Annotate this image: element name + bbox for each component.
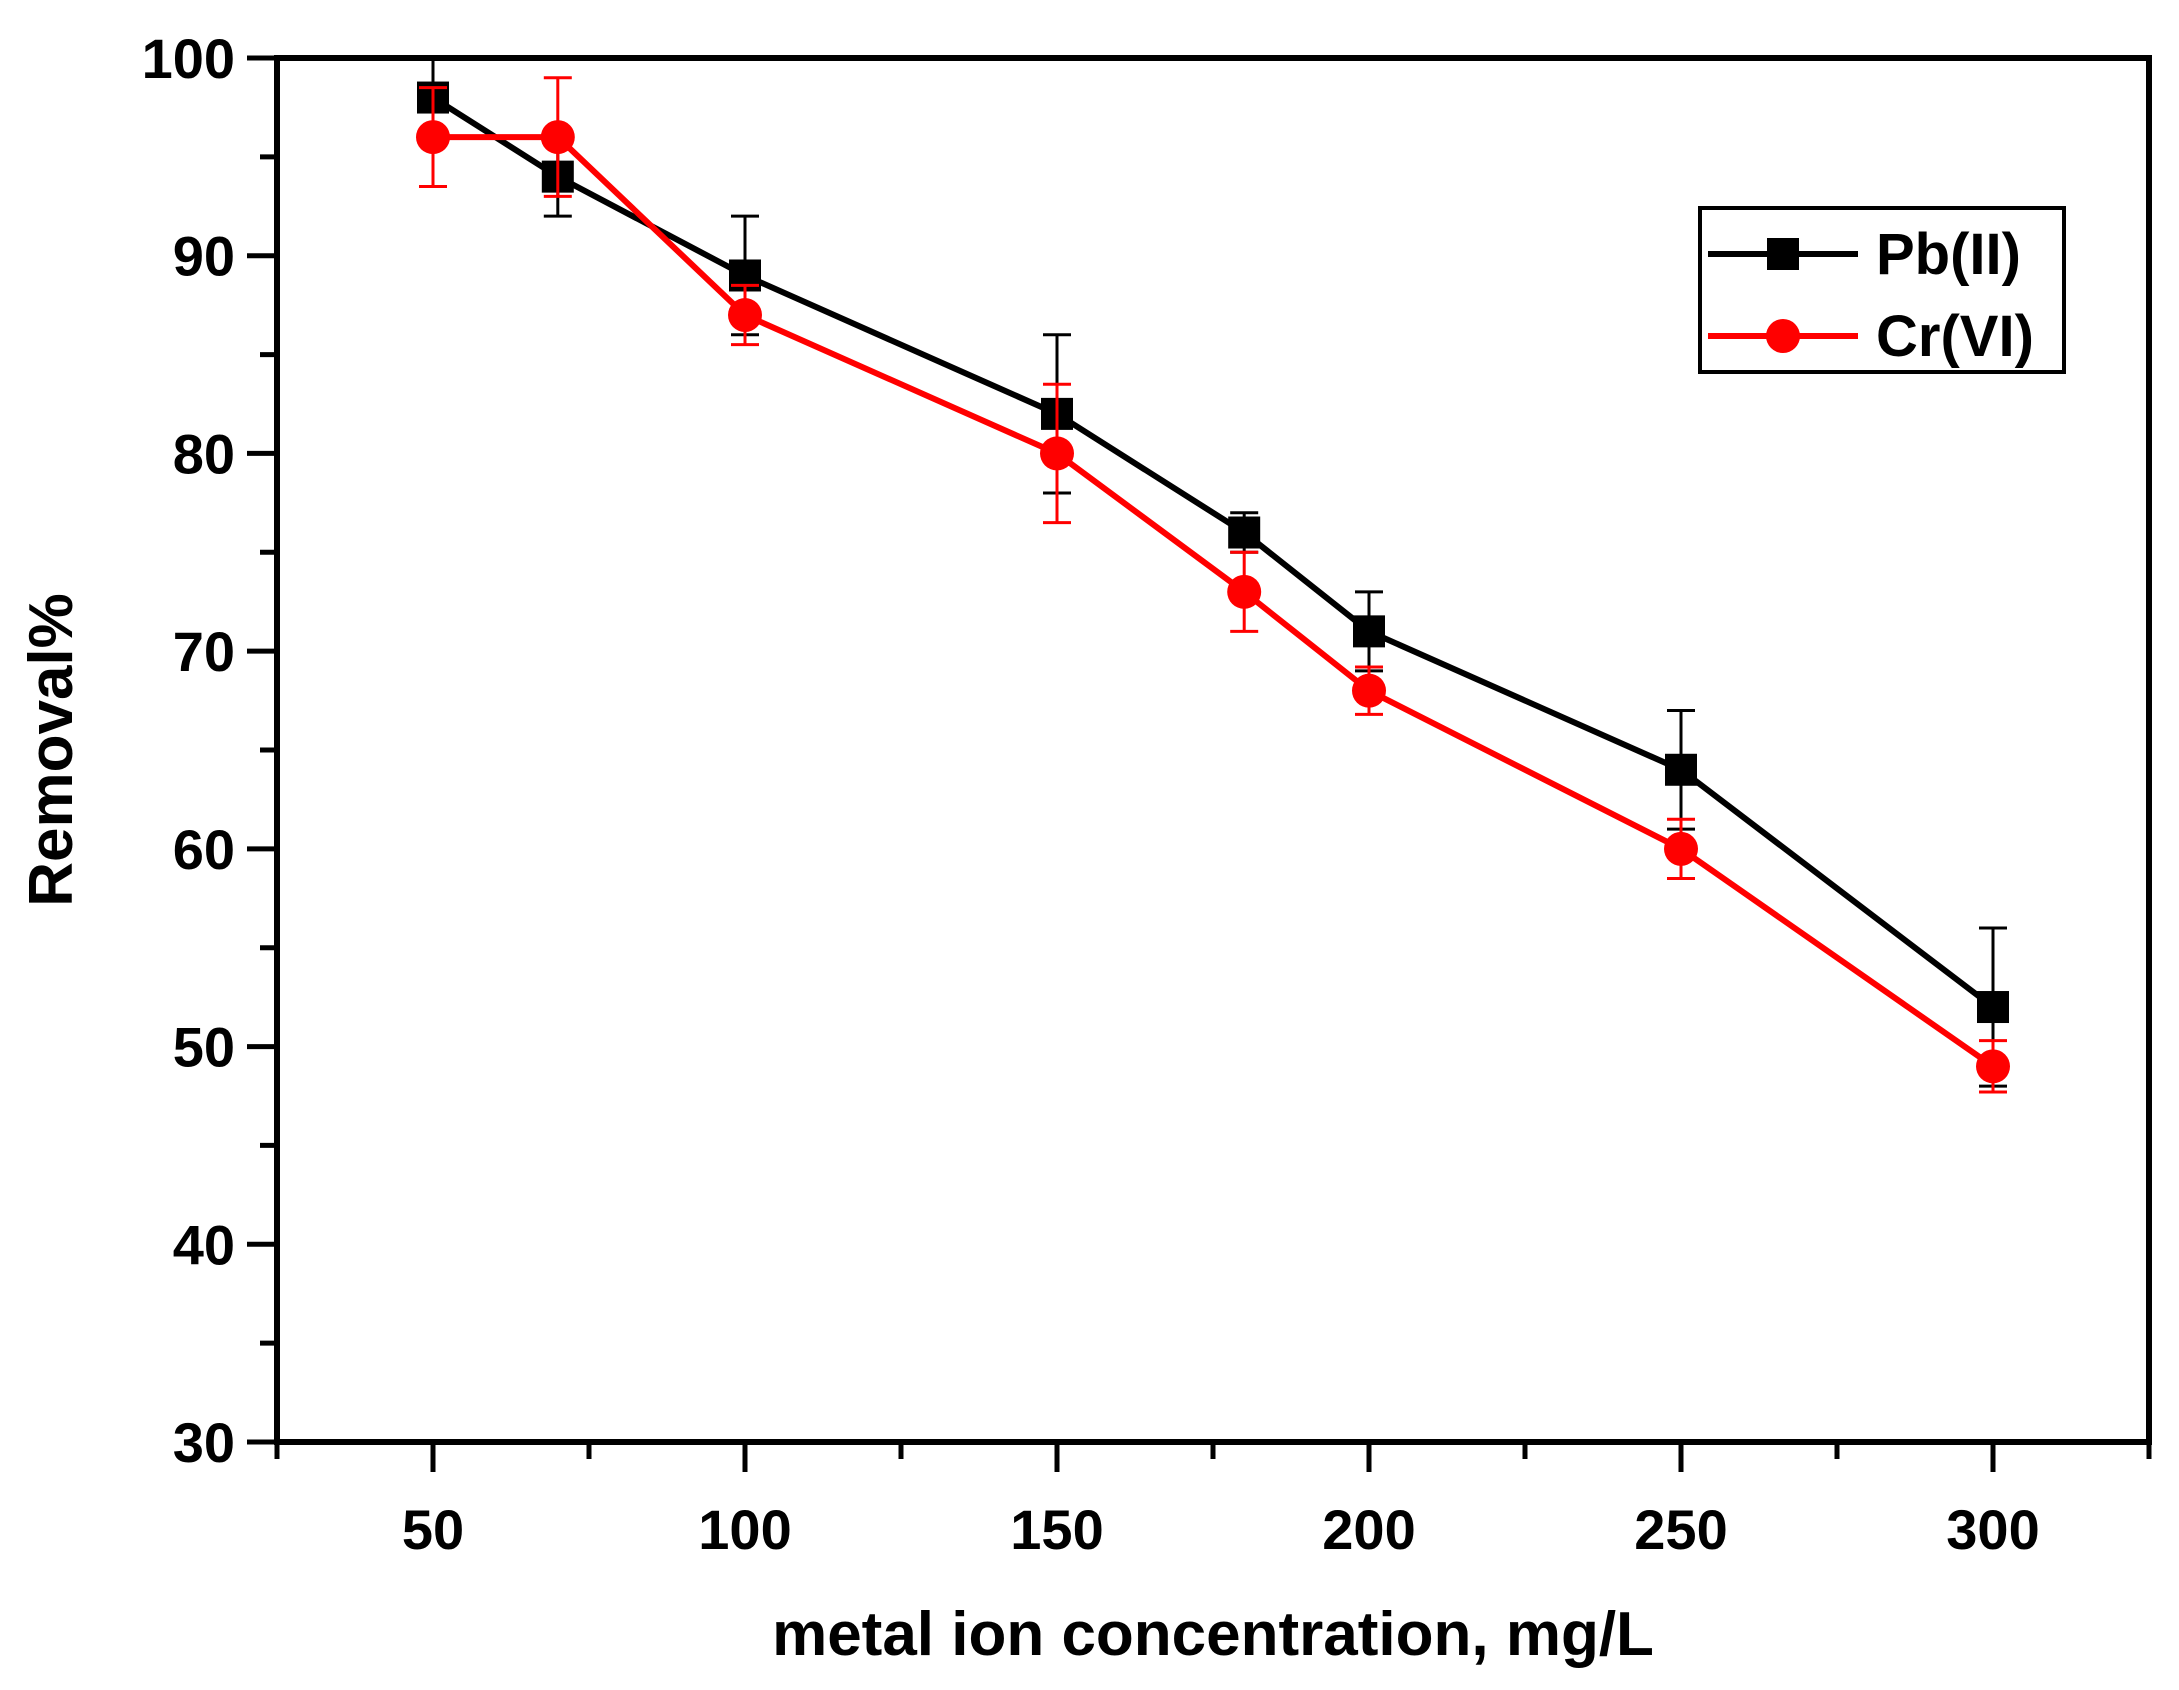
- x-tick-label-100: 100: [698, 1498, 791, 1561]
- series-pb: [417, 56, 2009, 1088]
- series-layer: [416, 56, 2010, 1094]
- legend-cr-marker: [1766, 319, 1800, 353]
- y-tick-label-50: 50: [173, 1016, 235, 1079]
- point-cr-180: [1227, 574, 1262, 609]
- y-tick-label-80: 80: [173, 422, 235, 485]
- legend-box: [1698, 206, 2066, 374]
- point-pb-180: [1228, 516, 1261, 549]
- legend-pb-label: Pb(II): [1876, 222, 2021, 287]
- point-cr-150: [1040, 436, 1074, 471]
- point-cr-70: [540, 120, 575, 155]
- y-axis-title: Removal%: [17, 593, 86, 907]
- series-cr: [416, 76, 2010, 1094]
- x-tick-label-150: 150: [1010, 1498, 1103, 1561]
- legend-cr-label: Cr(VI): [1876, 304, 2034, 369]
- x-tick-label-50: 50: [402, 1498, 464, 1561]
- ticks-layer: 50 100 150 200 250 300 30 40 50 60 70 80 90 100: [142, 27, 2152, 1561]
- point-cr-100: [728, 298, 762, 333]
- y-tick-label-90: 90: [173, 225, 235, 288]
- point-pb-300: [1977, 991, 2009, 1024]
- series-line-pb: [431, 95, 1995, 1010]
- point-pb-200: [1353, 615, 1385, 648]
- y-tick-label-100: 100: [142, 27, 235, 90]
- legend: Pb(II) Cr(VI): [1698, 206, 2066, 374]
- y-tick-label-40: 40: [173, 1213, 235, 1276]
- point-pb-250: [1665, 753, 1697, 786]
- y-tick-label-60: 60: [173, 818, 235, 881]
- x-tick-label-250: 250: [1634, 1498, 1727, 1561]
- x-axis-title: metal ion concentration, mg/L: [772, 1600, 1654, 1669]
- point-cr-50: [416, 120, 450, 155]
- point-cr-250: [1664, 831, 1698, 866]
- y-tick-label-30: 30: [173, 1411, 235, 1474]
- plot-frame: [274, 55, 2152, 1445]
- point-cr-200: [1352, 673, 1386, 708]
- legend-pb-marker: [1767, 238, 1799, 270]
- series-line-cr: [433, 134, 1995, 1069]
- y-tick-label-70: 70: [173, 620, 235, 683]
- x-tick-label-200: 200: [1322, 1498, 1415, 1561]
- x-tick-label-300: 300: [1946, 1498, 2039, 1561]
- point-cr-300: [1976, 1049, 2010, 1084]
